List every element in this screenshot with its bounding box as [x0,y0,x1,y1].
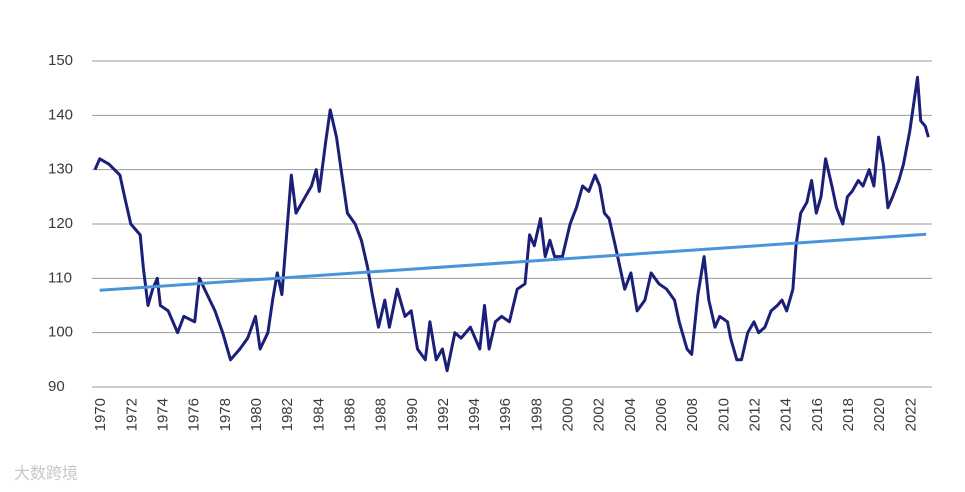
series-line [93,75,930,373]
x-tick-label: 1990 [404,398,421,431]
watermark: 大数跨境 [14,464,78,483]
y-tick-label: 140 [48,106,73,123]
x-tick-label: 1994 [466,398,483,431]
x-tick-label: 2022 [902,398,919,431]
y-tick-label: 90 [48,378,65,395]
x-tick-label: 1982 [279,398,296,431]
x-tick-label: 1974 [155,398,172,431]
x-tick-label: 1986 [341,398,358,431]
x-tick-label: 1976 [186,398,203,431]
x-tick-label: 2012 [746,398,763,431]
x-tick-label: 2014 [778,398,795,431]
x-tick-label: 1988 [373,398,390,431]
x-tick-label: 2002 [591,398,608,431]
x-tick-label: 2016 [809,398,826,431]
x-tick-label: 2004 [622,398,639,431]
x-tick-label: 2006 [653,398,670,431]
x-tick-label: 2000 [560,398,577,431]
x-tick-label: 1984 [310,398,327,431]
x-tick-label: 1998 [528,398,545,431]
series-line [99,232,927,292]
y-tick-label: 150 [48,52,73,69]
x-tick-label: 1970 [92,398,109,431]
x-tick-label: 1996 [497,398,514,431]
y-tick-label: 110 [48,269,72,286]
x-tick-label: 1992 [435,398,452,431]
x-tick-label: 2018 [840,398,857,431]
x-tick-label: 2020 [871,398,888,431]
x-tick-label: 1972 [123,398,140,431]
y-tick-label: 130 [48,161,73,178]
x-tick-label: 1978 [217,398,234,431]
x-tick-label: 2008 [684,398,701,431]
y-tick-label: 100 [48,324,73,341]
x-tick-label: 1980 [248,398,265,431]
x-tick-label: 2010 [715,398,732,431]
y-tick-label: 120 [48,215,73,232]
